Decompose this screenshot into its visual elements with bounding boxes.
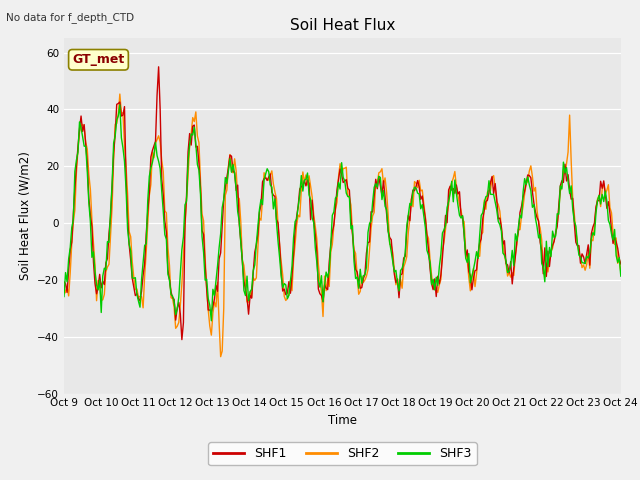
SHF3 — [617, 273, 625, 279]
Text: No data for f_depth_CTD: No data for f_depth_CTD — [6, 12, 134, 23]
SHF1 — [229, 168, 237, 174]
SHF2 — [229, 170, 237, 176]
SHF2 — [116, 91, 124, 97]
SHF1 — [248, 295, 255, 301]
SHF1 — [155, 64, 163, 70]
SHF2 — [248, 295, 255, 300]
Line: SHF3: SHF3 — [64, 105, 621, 321]
SHF2 — [307, 183, 314, 189]
SHF3 — [589, 230, 596, 236]
SHF3 — [130, 276, 138, 281]
SHF1 — [589, 224, 596, 230]
SHF3 — [307, 197, 314, 203]
SHF1 — [60, 279, 68, 285]
SHF2 — [130, 275, 138, 280]
SHF1 — [257, 202, 265, 208]
SHF3 — [207, 318, 215, 324]
SHF3 — [116, 102, 124, 108]
SHF2 — [617, 269, 625, 275]
SHF3 — [257, 197, 265, 203]
Title: Soil Heat Flux: Soil Heat Flux — [290, 18, 395, 33]
X-axis label: Time: Time — [328, 414, 357, 427]
SHF3 — [229, 162, 237, 168]
Line: SHF1: SHF1 — [64, 67, 621, 340]
SHF3 — [248, 287, 255, 292]
SHF2 — [589, 238, 596, 244]
Line: SHF2: SHF2 — [64, 94, 621, 357]
Legend: SHF1, SHF2, SHF3: SHF1, SHF2, SHF3 — [208, 443, 477, 466]
SHF3 — [60, 294, 68, 300]
SHF2 — [217, 354, 225, 360]
SHF2 — [257, 217, 265, 223]
SHF1 — [307, 217, 314, 223]
Text: GT_met: GT_met — [72, 53, 125, 66]
Y-axis label: Soil Heat Flux (W/m2): Soil Heat Flux (W/m2) — [19, 152, 32, 280]
SHF2 — [60, 285, 68, 290]
SHF1 — [617, 261, 625, 267]
SHF1 — [178, 337, 186, 343]
SHF1 — [129, 276, 136, 281]
